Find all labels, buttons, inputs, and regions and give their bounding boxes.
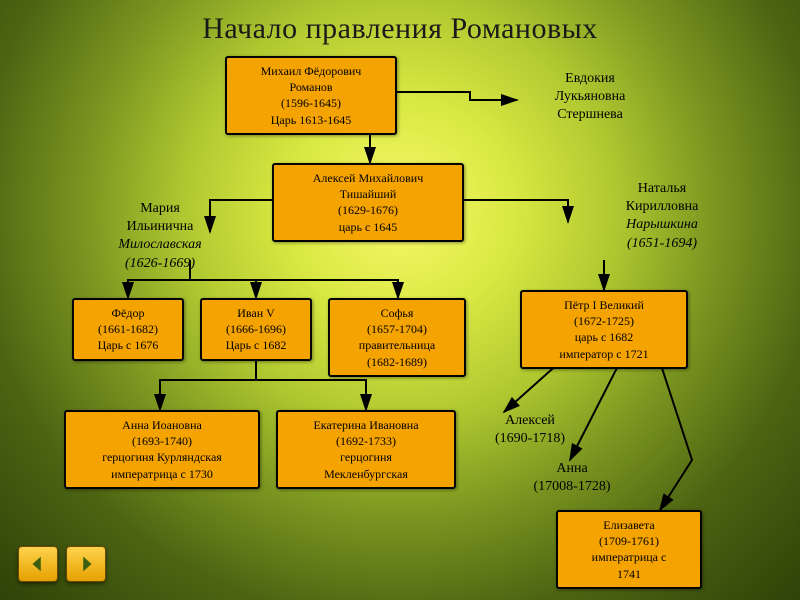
- label-maria: МарияИльиничнаМилославская(1626-1669): [70, 200, 250, 273]
- nav-forward-button[interactable]: [66, 546, 106, 582]
- label-alexey2: Алексей(1690-1718): [470, 412, 590, 448]
- node-fedor: Фёдор(1661-1682)Царь с 1676: [72, 298, 184, 361]
- node-mikhail: Михаил ФёдоровичРоманов(1596-1645)Царь 1…: [225, 56, 397, 135]
- node-elizaveta: Елизавета(1709-1761)императрица с1741: [556, 510, 702, 589]
- label-evdokia: ЕвдокияЛукьяновнаСтершнева: [510, 70, 670, 125]
- nav-back-button[interactable]: [18, 546, 58, 582]
- node-sofia: Софья(1657-1704)правительница(1682-1689): [328, 298, 466, 377]
- node-petr: Пётр I Великий(1672-1725)царь с 1682импе…: [520, 290, 688, 369]
- node-anna_io: Анна Иоановна(1693-1740)герцогиня Курлян…: [64, 410, 260, 489]
- label-natalya: НатальяКирилловнаНарышкина(1651-1694): [572, 180, 752, 253]
- page-title: Начало правления Романовых: [0, 12, 800, 46]
- node-ivan5: Иван V(1666-1696)Царь с 1682: [200, 298, 312, 361]
- node-ekaterina: Екатерина Ивановна(1692-1733)герцогиняМе…: [276, 410, 456, 489]
- label-anna2: Анна(17008-1728): [512, 460, 632, 496]
- node-alexey: Алексей МихайловичТишайший(1629-1676)цар…: [272, 163, 464, 242]
